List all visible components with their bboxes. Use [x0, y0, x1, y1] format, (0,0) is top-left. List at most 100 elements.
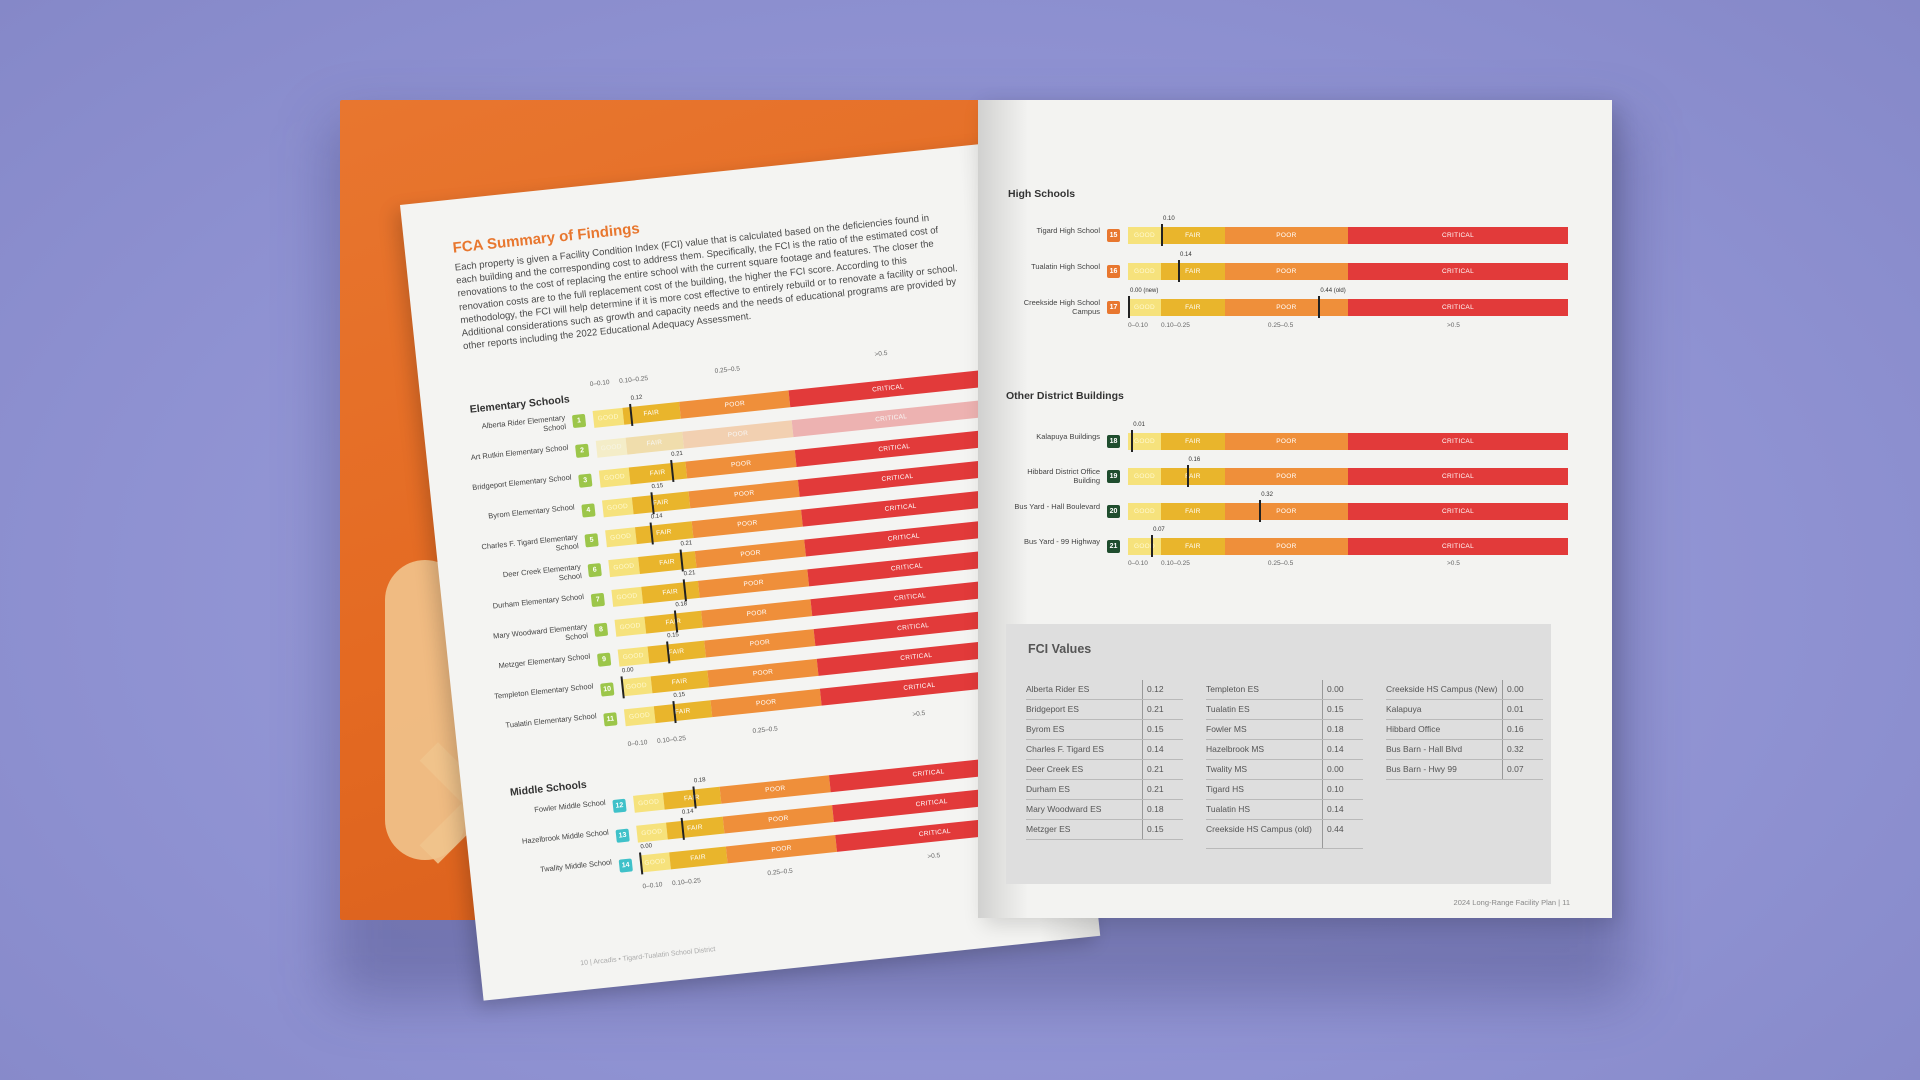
fci-row-value: 0.07 [1507, 764, 1524, 774]
elementary-school-10-badge: 10 [600, 682, 615, 697]
other-building-19-seg-poor: POOR [1224, 468, 1348, 485]
high-bottom-axis-poor: 0.25–0.5 [1267, 322, 1294, 329]
other-building-20-seg-poor: POOR [1224, 503, 1348, 520]
right-page-footer: 2024 Long-Range Facility Plan | 11 [1453, 898, 1570, 907]
elementary-top-axis-fair: 0.10–0.25 [618, 375, 649, 386]
elementary-school-10-seg-fair: FAIR [650, 670, 710, 694]
elementary-school-11-label: Tualatin Elementary School [505, 711, 597, 730]
high-bottom-axis-fair: 0.10–0.25 [1161, 322, 1190, 329]
fci-row: Bus Barn - Hwy 99 0.07 [1386, 760, 1543, 780]
high-school-15-seg-poor: POOR [1224, 227, 1348, 244]
fci-row-value: 0.21 [1147, 784, 1164, 794]
elementary-school-6-seg-poor: POOR [694, 539, 807, 569]
other-building-19-fci-marker [1186, 465, 1189, 487]
high-school-16-bar: GOOD FAIR POOR CRITICAL [1128, 263, 1568, 280]
elementary-school-6-seg-critical: CRITICAL [804, 518, 1003, 557]
fci-row: Tualatin ES 0.15 [1206, 700, 1363, 720]
elementary-school-9-label: Metzger Elementary School [498, 651, 591, 671]
middle-bottom-axis-fair: 0.10–0.25 [671, 877, 702, 888]
fci-row-value: 0.14 [1147, 744, 1164, 754]
elementary-top-axis-good: 0–0.10 [589, 379, 610, 389]
middle-school-12-fci-value: 0.18 [693, 777, 706, 785]
fci-row-value: 0.44 [1327, 824, 1344, 834]
high-school-16-fci-marker [1178, 260, 1180, 282]
other-building-20-fci-marker [1259, 500, 1262, 522]
high-school-17-fci-value: 0.00 (new) [1130, 288, 1159, 294]
fci-row: Charles F. Tigard ES 0.14 [1026, 740, 1183, 760]
other-building-20-fci-value: 0.32 [1261, 492, 1273, 498]
fci-row-name: Charles F. Tigard ES [1026, 740, 1143, 759]
other-building-21-seg-good: GOOD [1128, 538, 1161, 555]
elementary-school-6-badge: 6 [587, 563, 602, 578]
elementary-school-4-seg-critical: CRITICAL [798, 459, 997, 497]
high-school-17-seg-good: GOOD [1128, 299, 1161, 316]
elementary-school-1-label: Alberta Rider Elementary School [481, 412, 567, 434]
other-building-19-fci-value: 0.16 [1188, 457, 1201, 463]
fci-row-name: Creekside HS Campus (New) [1386, 680, 1503, 699]
elementary-school-10-label: Templeton Elementary School [493, 681, 594, 701]
fci-row-value: 0.00 [1327, 684, 1344, 694]
fci-row-name: Tualatin HS [1206, 800, 1323, 819]
other-building-19-seg-critical: CRITICAL [1347, 468, 1568, 485]
elementary-school-5-fci-value: 0.14 [650, 513, 663, 521]
middle-bottom-axis-good: 0–0.10 [642, 881, 663, 891]
elementary-school-1-seg-poor: POOR [679, 390, 791, 419]
elementary-school-5-seg-poor: POOR [691, 509, 804, 539]
other-building-18-badge: 18 [1107, 435, 1120, 448]
other-building-19-seg-good: GOOD [1128, 468, 1161, 485]
high-school-15-seg-critical: CRITICAL [1347, 227, 1568, 244]
middle-school-12-badge: 12 [612, 798, 627, 813]
high-school-17-label: Creekside High School Campus [1023, 298, 1100, 316]
fci-row-value: 0.16 [1507, 724, 1524, 734]
elementary-school-10-fci-value: 0.00 [621, 667, 634, 675]
fci-row-name: Durham ES [1026, 780, 1143, 799]
fci-row: Templeton ES 0.00 [1206, 680, 1363, 700]
elementary-school-7-seg-critical: CRITICAL [807, 548, 1007, 587]
fci-row: Tigard HS 0.10 [1206, 780, 1363, 800]
elementary-school-11-fci-value: 0.15 [673, 691, 686, 700]
elementary-school-11-badge: 11 [603, 712, 618, 727]
fci-row-value: 0.12 [1147, 684, 1164, 694]
section-title-middle: Middle Schools [509, 778, 588, 799]
elementary-school-10-seg-good: GOOD [620, 676, 653, 697]
elementary-school-2-label: Art Rutkin Elementary School [470, 442, 569, 462]
elementary-bottom-axis-critical: >0.5 [912, 709, 926, 719]
high-bottom-axis-critical: >0.5 [1447, 322, 1460, 329]
high-school-17-fci2-marker [1318, 296, 1321, 318]
elementary-school-5-seg-critical: CRITICAL [801, 489, 1000, 527]
other-building-20-seg-fair: FAIR [1161, 503, 1225, 520]
fci-row-value: 0.14 [1327, 804, 1344, 814]
middle-school-14-seg-poor: POOR [725, 834, 838, 864]
other-bottom-axis-fair: 0.10–0.25 [1161, 560, 1190, 567]
other-building-19-badge: 19 [1107, 470, 1120, 483]
elementary-top-axis-poor: 0.25–0.5 [714, 365, 741, 375]
fci-row-name: Hibbard Office [1386, 720, 1503, 739]
elementary-school-7-seg-good: GOOD [611, 586, 643, 607]
middle-school-13-label: Hazelbrook Middle School [521, 827, 610, 846]
section-title-elementary: Elementary Schools [469, 393, 571, 416]
fci-row: Durham ES 0.21 [1026, 780, 1183, 800]
middle-school-13-seg-good: GOOD [636, 822, 668, 843]
elementary-school-3-badge: 3 [578, 473, 593, 488]
other-bottom-axis-poor: 0.25–0.5 [1267, 560, 1294, 567]
other-building-21-label: Bus Yard - 99 Highway [1023, 537, 1100, 546]
elementary-school-2-seg-good: GOOD [595, 437, 627, 458]
elementary-school-8-seg-fair: FAIR [644, 610, 703, 634]
high-school-17-bar: GOOD FAIR POOR CRITICAL [1128, 299, 1568, 316]
elementary-school-6-fci-value: 0.21 [680, 540, 693, 548]
fci-row-name: Bus Barn - Hall Blvd [1386, 740, 1503, 759]
elementary-school-5-badge: 5 [584, 533, 599, 548]
other-building-20-bar: GOOD FAIR POOR CRITICAL [1128, 503, 1568, 520]
middle-school-14-seg-good: GOOD [639, 852, 671, 873]
middle-school-13-fci-value: 0.14 [681, 808, 694, 816]
elementary-school-11-seg-poor: POOR [710, 688, 823, 718]
fci-row-name: Tualatin ES [1206, 700, 1323, 719]
fci-row: Bridgeport ES 0.21 [1026, 700, 1183, 720]
high-school-17-seg-poor: POOR [1224, 299, 1348, 316]
elementary-bottom-axis-poor: 0.25–0.5 [752, 725, 779, 736]
middle-school-14-fci-value: 0.00 [640, 843, 653, 851]
high-school-15-seg-good: GOOD [1128, 227, 1161, 244]
elementary-school-11-seg-good: GOOD [623, 706, 656, 727]
elementary-school-8-seg-good: GOOD [614, 616, 646, 637]
elementary-school-3-seg-poor: POOR [685, 450, 798, 479]
